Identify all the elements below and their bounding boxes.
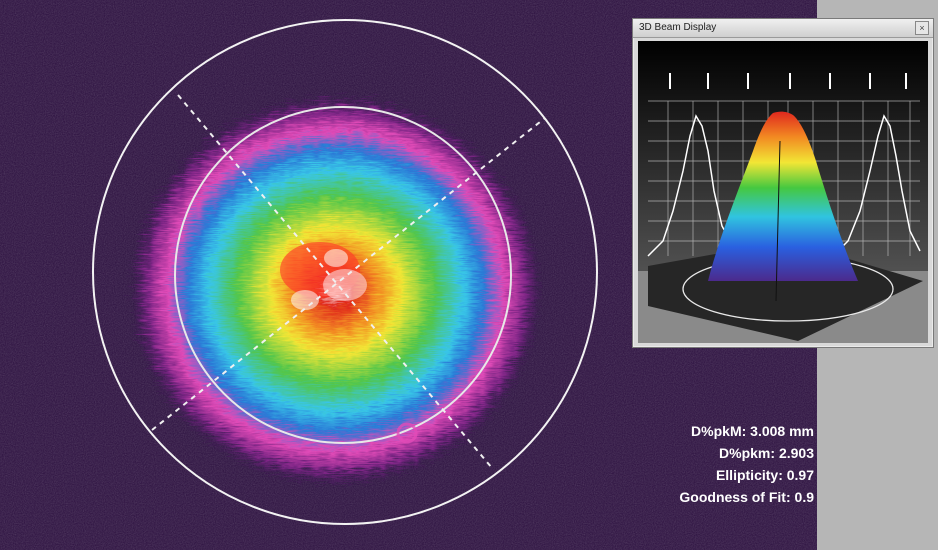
right-profile-curve <box>832 114 921 257</box>
stat-d-pk-major: D%pkM: 3.008 mm <box>691 423 814 439</box>
close-icon[interactable]: × <box>915 21 929 35</box>
3d-beam-view <box>638 41 928 343</box>
major-axis-line <box>177 94 493 469</box>
peak-center-line <box>775 140 781 302</box>
outer-ring <box>92 19 598 525</box>
top-tick-marks <box>669 73 907 89</box>
window-titlebar[interactable]: 3D Beam Display × <box>633 19 933 38</box>
beam-hot-spots <box>280 242 367 310</box>
3d-beam-display-window[interactable]: 3D Beam Display × <box>632 18 934 348</box>
minor-axis-line <box>151 117 546 431</box>
stat-goodness-of-fit: Goodness of Fit: 0.9 <box>679 489 814 505</box>
left-profile-curve <box>647 114 749 257</box>
fit-ring <box>174 106 512 444</box>
beam-peak-3d <box>708 111 858 281</box>
marker-ring <box>396 422 418 444</box>
stat-d-pk-minor: D%pkm: 2.903 <box>719 445 814 461</box>
stat-ellipticity: Ellipticity: 0.97 <box>715 467 814 483</box>
window-title: 3D Beam Display <box>639 22 717 33</box>
beam-stats-panel: D%pkM: 3.008 mm D%pkm: 2.903 Ellipticity… <box>679 420 814 508</box>
